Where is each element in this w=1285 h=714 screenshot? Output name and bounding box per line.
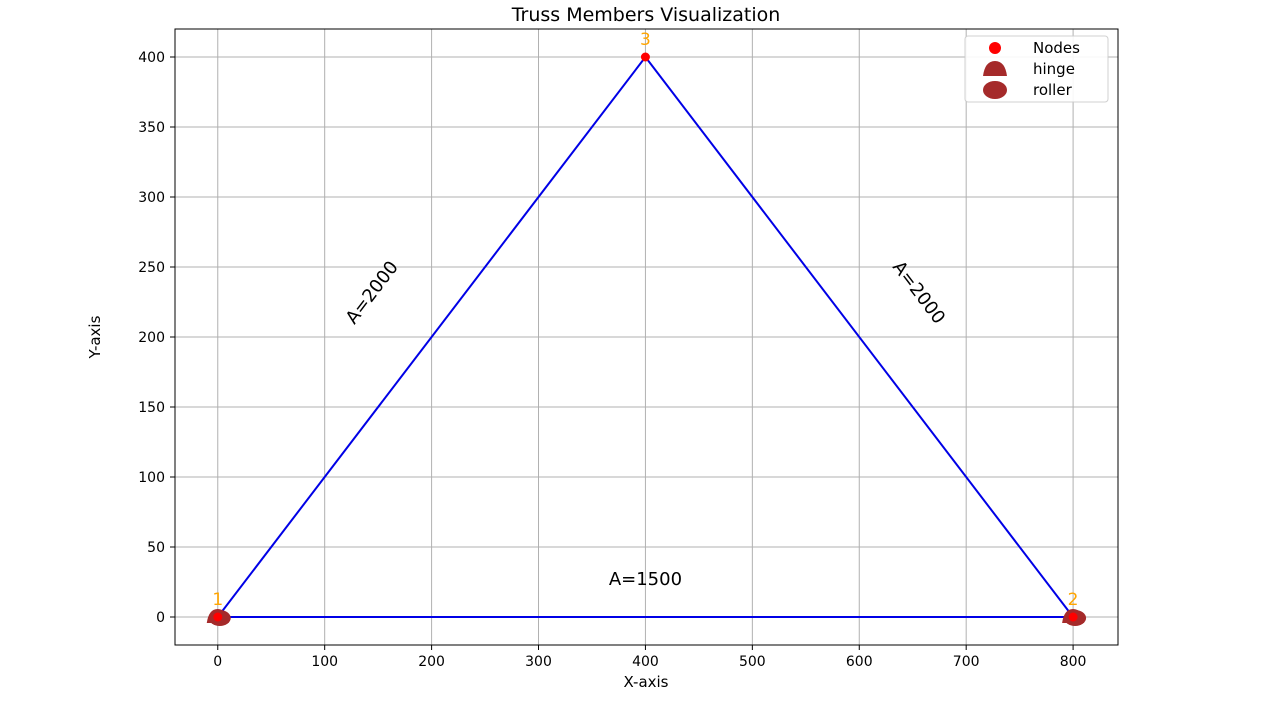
node-marker: [213, 612, 223, 622]
x-tick-label: 500: [739, 654, 766, 670]
legend-label: hinge: [1033, 60, 1075, 78]
legend-nodes-marker: [989, 42, 1001, 54]
y-tick-label: 50: [147, 540, 165, 556]
truss-member-line: [644, 56, 1074, 618]
x-tick-label: 800: [1060, 654, 1087, 670]
x-tick-label: 0: [213, 654, 222, 670]
x-tick-label: 400: [632, 654, 659, 670]
node-marker: [640, 52, 650, 62]
y-tick-label: 100: [138, 470, 165, 486]
y-axis-label: Y-axis: [86, 315, 104, 359]
node-id-label: 1: [212, 590, 223, 610]
node-id-label: 3: [640, 30, 651, 50]
y-tick-label: 0: [156, 610, 165, 626]
y-tick-label: 200: [138, 330, 165, 346]
truss-members: [216, 56, 1074, 618]
member-area-label: A=1500: [609, 569, 682, 590]
legend: Nodes hinge roller: [964, 35, 1109, 103]
chart-title: Truss Members Visualization: [511, 4, 781, 26]
legend-roller-marker: [983, 81, 1007, 99]
node-markers: [213, 52, 1078, 622]
x-tick-label: 700: [953, 654, 980, 670]
x-tick-label: 300: [525, 654, 552, 670]
x-tick-label: 200: [418, 654, 445, 670]
y-tick-label: 300: [138, 190, 165, 206]
x-tick-label: 100: [311, 654, 338, 670]
y-tick-label: 400: [138, 50, 165, 66]
y-tick-label: 250: [138, 260, 165, 276]
legend-label: Nodes: [1033, 39, 1080, 57]
x-tick-label: 600: [846, 654, 873, 670]
legend-hinge-marker: [983, 61, 1007, 76]
node-marker: [1068, 612, 1078, 622]
truss-member-line: [216, 56, 647, 618]
node-id-label: 2: [1068, 590, 1079, 610]
legend-label: roller: [1033, 81, 1073, 99]
y-tick-label: 350: [138, 120, 165, 136]
member-area-label: A=2000: [342, 257, 403, 328]
grid-lines: [175, 29, 1118, 645]
x-axis-label: X-axis: [624, 673, 669, 691]
member-area-label: A=2000: [888, 257, 949, 328]
y-tick-label: 150: [138, 400, 165, 416]
axis-ticks: 0 100 200 300 400 500 600 700 800 0 50 100 150 200 250…: [138, 50, 1086, 670]
